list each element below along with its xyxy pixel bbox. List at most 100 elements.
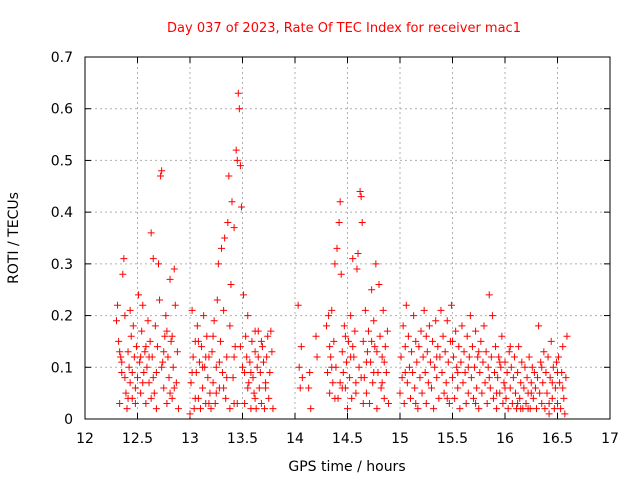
data-point	[158, 167, 166, 175]
data-point	[123, 405, 131, 413]
data-point	[433, 374, 441, 382]
data-point	[224, 218, 232, 226]
data-point	[554, 368, 561, 376]
data-point	[307, 405, 315, 413]
data-point	[370, 368, 378, 376]
data-point	[450, 353, 458, 361]
data-point	[221, 234, 229, 242]
data-point	[486, 384, 494, 392]
data-point	[357, 374, 365, 382]
data-point	[144, 317, 152, 325]
data-point	[472, 327, 480, 335]
data-point	[401, 368, 409, 376]
data-point	[437, 306, 445, 314]
data-point	[162, 312, 170, 320]
data-point	[131, 384, 139, 392]
data-point	[457, 358, 465, 366]
data-point	[473, 384, 481, 392]
data-point	[169, 363, 177, 371]
data-point	[326, 343, 334, 351]
data-point	[330, 337, 338, 345]
data-point	[145, 379, 153, 387]
data-point	[415, 343, 423, 351]
data-point	[384, 399, 392, 407]
data-point	[344, 405, 351, 413]
data-point	[130, 353, 138, 361]
data-point	[212, 363, 220, 371]
data-point	[504, 405, 512, 413]
data-point	[417, 327, 425, 335]
data-point	[527, 389, 535, 397]
data-point	[241, 368, 249, 376]
data-point	[121, 312, 129, 320]
data-point	[496, 358, 504, 366]
chart-title: Day 037 of 2023, Rate Of TEC Index for r…	[167, 21, 521, 36]
data-point	[267, 327, 275, 335]
data-point	[548, 379, 556, 387]
data-point	[433, 353, 441, 361]
data-point	[522, 399, 530, 407]
data-point	[167, 337, 175, 345]
data-point	[331, 394, 339, 402]
data-point	[260, 358, 267, 366]
data-point	[161, 332, 169, 340]
data-point	[149, 374, 157, 382]
data-point	[128, 368, 136, 376]
data-point	[235, 105, 243, 113]
data-point	[449, 374, 456, 382]
data-point	[407, 394, 414, 402]
data-point	[349, 255, 357, 263]
data-point	[502, 394, 510, 402]
data-point	[372, 260, 380, 268]
data-point	[117, 353, 125, 361]
data-point	[200, 312, 208, 320]
data-point	[119, 270, 127, 278]
data-point	[209, 379, 217, 387]
data-point	[269, 405, 277, 413]
data-point	[529, 394, 537, 402]
data-point	[306, 368, 314, 376]
data-point	[489, 394, 497, 402]
data-point	[422, 399, 430, 407]
data-point	[447, 301, 455, 309]
data-point	[257, 399, 265, 407]
data-point	[476, 368, 484, 376]
data-point	[296, 384, 304, 392]
data-point	[165, 374, 173, 382]
data-point	[497, 363, 505, 371]
x-tick-label: 14	[286, 431, 304, 447]
data-point	[134, 374, 141, 382]
data-point	[517, 405, 525, 413]
data-point	[138, 327, 146, 335]
data-point	[326, 389, 334, 397]
data-point	[229, 374, 237, 382]
data-point	[371, 343, 379, 351]
x-tick-label: 12.5	[122, 431, 153, 447]
data-point	[411, 384, 419, 392]
data-point	[137, 389, 145, 397]
data-point	[139, 301, 147, 309]
data-point	[349, 343, 357, 351]
data-point	[208, 348, 216, 356]
y-tick-label: 0.3	[51, 257, 73, 273]
data-point	[416, 374, 424, 382]
data-point	[485, 291, 493, 299]
data-point	[230, 399, 238, 407]
data-point	[405, 363, 413, 371]
data-point	[467, 374, 475, 382]
data-point	[498, 332, 506, 340]
data-point	[477, 337, 485, 345]
data-point	[505, 348, 513, 356]
data-point	[478, 389, 486, 397]
data-point	[115, 337, 123, 345]
x-axis-label: GPS time / hours	[288, 459, 405, 475]
data-point	[333, 244, 341, 252]
data-point	[329, 379, 337, 387]
data-point	[412, 399, 420, 407]
data-point	[174, 405, 182, 413]
data-point	[190, 405, 198, 413]
data-point	[517, 379, 525, 387]
data-point	[268, 348, 276, 356]
data-point	[359, 399, 367, 407]
data-point	[241, 399, 249, 407]
